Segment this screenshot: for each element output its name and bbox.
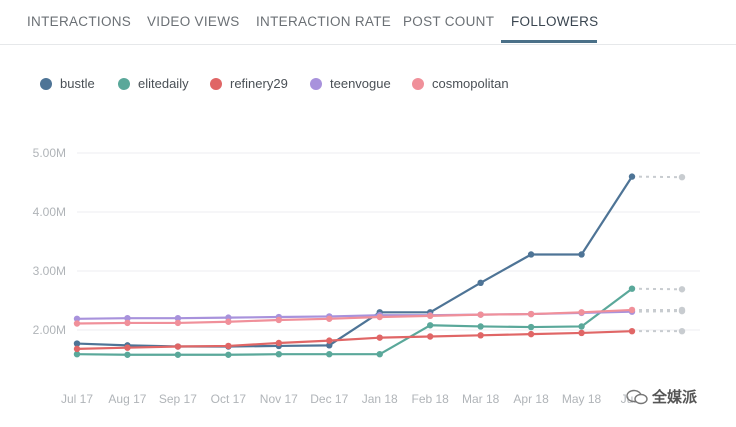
- data-point-refinery29: [275, 339, 283, 347]
- tab-bar: INTERACTIONS VIDEO VIEWS INTERACTION RAT…: [0, 0, 736, 45]
- data-point-refinery29: [527, 330, 535, 338]
- x-tick-label: Apr 18: [513, 392, 549, 406]
- data-point-cosmopolitan: [326, 315, 333, 322]
- data-point-cosmopolitan: [225, 318, 232, 325]
- tab-followers[interactable]: FOLLOWERS: [511, 14, 599, 29]
- data-point-refinery29: [578, 329, 585, 337]
- legend-swatch-cosmopolitan: [412, 78, 424, 90]
- legend-label-teenvogue: teenvogue: [330, 76, 391, 91]
- x-tick-label: Aug 17: [108, 392, 146, 406]
- y-tick-label: 5.00M: [33, 146, 66, 160]
- data-point-elitedaily: [124, 351, 131, 358]
- data-point-cosmopolitan: [376, 313, 383, 321]
- data-point-teenvogue: [124, 315, 131, 322]
- watermark: 全媒派: [626, 386, 697, 406]
- data-point-elitedaily: [225, 351, 232, 358]
- data-point-elitedaily: [73, 350, 81, 358]
- x-tick-label: Mar 18: [462, 392, 500, 406]
- data-point-elitedaily: [477, 323, 484, 330]
- y-tick-label: 2.00M: [33, 323, 66, 337]
- data-point-elitedaily: [426, 322, 434, 329]
- x-tick-label: Sep 17: [159, 392, 197, 406]
- projection-point-refinery29: [678, 327, 686, 335]
- data-point-elitedaily: [628, 285, 636, 292]
- watermark-text: 全媒派: [652, 389, 698, 406]
- data-point-elitedaily: [578, 323, 585, 330]
- series-line-refinery29: [76, 330, 633, 350]
- tab-post-count[interactable]: POST COUNT: [403, 14, 495, 29]
- data-point-refinery29: [477, 332, 484, 339]
- legend-label-elitedaily: elitedaily: [138, 76, 189, 91]
- projection-line-elitedaily: [631, 287, 683, 291]
- data-point-bustle: [326, 342, 333, 349]
- data-point-bustle: [578, 251, 585, 258]
- x-tick-label: Feb 18: [412, 392, 450, 406]
- y-tick-label: 3.00M: [33, 264, 66, 278]
- data-point-refinery29: [225, 342, 232, 350]
- data-point-refinery29: [174, 343, 182, 350]
- data-point-cosmopolitan: [124, 319, 131, 327]
- legend-label-cosmopolitan: cosmopolitan: [432, 76, 509, 91]
- data-point-cosmopolitan: [628, 306, 636, 314]
- x-tick-label: Jul 17: [61, 392, 93, 406]
- x-tick-label: Nov 17: [260, 392, 298, 406]
- series-line-elitedaily: [76, 287, 633, 356]
- data-point-elitedaily: [376, 350, 383, 358]
- projection-line-teenvogue: [631, 310, 683, 313]
- projection-point-elitedaily: [678, 286, 686, 293]
- data-point-elitedaily: [527, 323, 535, 331]
- data-point-bustle: [477, 279, 484, 286]
- data-point-bustle: [628, 173, 636, 180]
- data-point-cosmopolitan: [477, 311, 484, 318]
- data-point-cosmopolitan: [527, 310, 535, 318]
- data-point-elitedaily: [326, 350, 333, 358]
- x-tick-label: May 18: [562, 392, 602, 406]
- legend-swatch-refinery29: [210, 78, 222, 90]
- data-point-cosmopolitan: [73, 320, 81, 327]
- x-tick-label: Jan 18: [362, 392, 398, 406]
- data-point-cosmopolitan: [426, 312, 434, 320]
- projection-point-cosmopolitan: [678, 306, 686, 314]
- data-point-cosmopolitan: [578, 309, 585, 316]
- data-point-bustle: [73, 340, 81, 347]
- tab-interaction-rate[interactable]: INTERACTION RATE: [256, 14, 392, 29]
- series-line-cosmopolitan: [76, 308, 633, 325]
- series-line-bustle: [76, 176, 633, 348]
- data-point-teenvogue: [73, 315, 81, 322]
- data-point-elitedaily: [174, 351, 182, 358]
- x-tick-label: Oct 17: [211, 392, 247, 406]
- legend-label-refinery29: refinery29: [230, 76, 288, 91]
- data-point-bustle: [527, 251, 535, 258]
- data-point-refinery29: [426, 333, 434, 340]
- data-point-teenvogue: [174, 315, 182, 322]
- data-point-cosmopolitan: [174, 319, 182, 327]
- tab-video-views[interactable]: VIDEO VIEWS: [147, 14, 240, 29]
- x-tick-label: Dec 17: [310, 392, 348, 406]
- projection-line-bustle: [631, 175, 683, 179]
- legend-swatch-bustle: [40, 78, 52, 90]
- data-point-refinery29: [326, 337, 333, 344]
- active-tab-indicator: [501, 40, 597, 43]
- data-point-elitedaily: [275, 350, 283, 358]
- legend-swatch-elitedaily: [118, 78, 130, 90]
- tab-interactions[interactable]: INTERACTIONS: [27, 14, 132, 29]
- data-point-refinery29: [628, 327, 636, 335]
- data-point-cosmopolitan: [275, 316, 283, 324]
- projection-point-bustle: [678, 173, 686, 181]
- data-point-refinery29: [124, 344, 131, 351]
- wechat-icon: [626, 389, 648, 405]
- data-point-refinery29: [73, 345, 81, 353]
- legend-swatch-teenvogue: [310, 78, 322, 90]
- data-point-refinery29: [376, 334, 383, 341]
- legend-label-bustle: bustle: [60, 76, 95, 91]
- y-tick-label: 4.00M: [33, 205, 66, 219]
